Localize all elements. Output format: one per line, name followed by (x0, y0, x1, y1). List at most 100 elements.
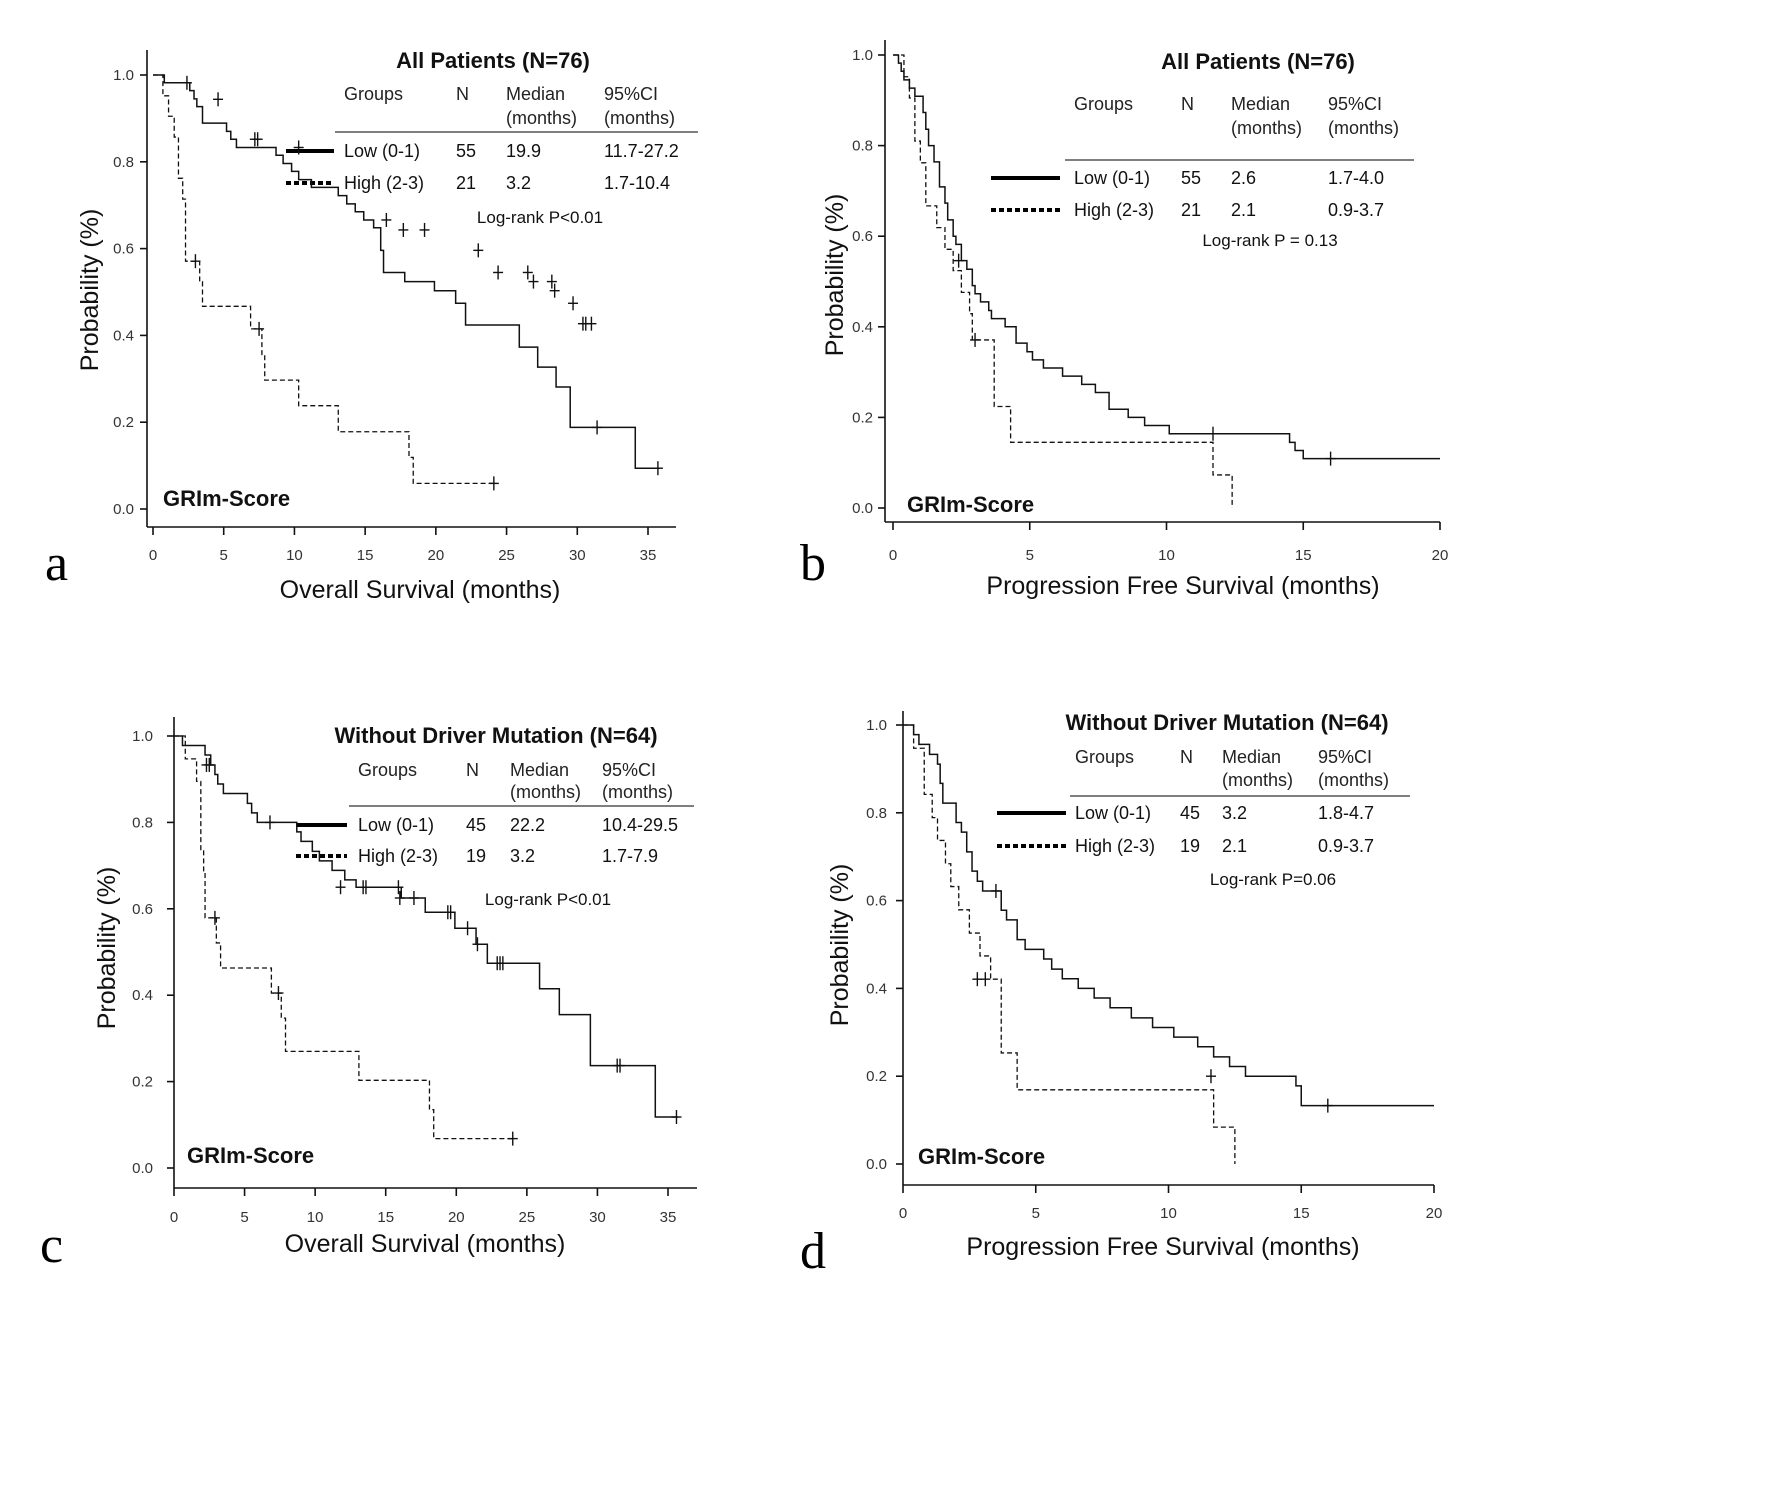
table-header-groups: Groups (1074, 94, 1133, 114)
x-tick-label: 5 (1026, 547, 1034, 564)
table-cell-group: Low (0-1) (344, 141, 420, 161)
y-tick-label: 0.4 (866, 980, 887, 997)
table-cell-n: 45 (466, 815, 486, 835)
table-header-median-unit: (months) (506, 108, 577, 128)
y-tick-label: 0.8 (852, 138, 873, 155)
table-header-groups: Groups (344, 84, 403, 104)
x-tick-label: 35 (640, 547, 657, 564)
x-tick-label: 20 (428, 547, 445, 564)
y-tick-label: 1.0 (132, 728, 153, 745)
table-header-median-unit: (months) (1222, 770, 1293, 790)
y-tick-label: 0.0 (132, 1160, 153, 1177)
table-cell-ci: 0.9-3.7 (1318, 836, 1374, 856)
y-tick-label: 0.6 (852, 228, 873, 245)
x-tick-label: 5 (1032, 1205, 1040, 1222)
x-tick-label: 30 (589, 1209, 606, 1226)
y-tick-label: 0.6 (866, 893, 887, 910)
y-tick-label: 0.8 (866, 805, 887, 822)
y-tick-label: 1.0 (852, 47, 873, 64)
table-header-ci: 95%CI (1318, 747, 1372, 767)
y-tick-label: 0.0 (852, 500, 873, 517)
logrank-pvalue: Log-rank P = 0.13 (1202, 231, 1337, 250)
panel-letter: a (45, 535, 68, 592)
score-annotation: GRIm-Score (918, 1144, 1045, 1169)
km-curve-high (903, 724, 1236, 1164)
logrank-pvalue: Log-rank P<0.01 (485, 890, 611, 909)
table-cell-median: 2.6 (1231, 168, 1256, 188)
y-tick-label: 0.2 (852, 409, 873, 426)
x-tick-label: 5 (220, 547, 228, 564)
x-axis-label: Overall Survival (months) (285, 1230, 566, 1258)
table-cell-median: 3.2 (1222, 803, 1247, 823)
x-tick-label: 15 (1293, 1205, 1310, 1222)
score-annotation: GRIm-Score (163, 486, 290, 511)
x-tick-label: 25 (498, 547, 515, 564)
table-header-median-unit: (months) (510, 782, 581, 802)
table-cell-ci: 0.9-3.7 (1328, 200, 1384, 220)
y-tick-label: 0.6 (113, 241, 134, 258)
table-cell-median: 3.2 (506, 173, 531, 193)
table-cell-n: 55 (456, 141, 476, 161)
table-cell-ci: 1.7-10.4 (604, 173, 670, 193)
y-tick-label: 1.0 (113, 67, 134, 84)
table-header-n: N (1180, 747, 1193, 767)
x-tick-label: 30 (569, 547, 586, 564)
km-curve-high (153, 74, 497, 485)
km-curve-high (174, 735, 515, 1140)
table-cell-group: Low (0-1) (1074, 168, 1150, 188)
panel-letter: b (800, 535, 826, 592)
x-tick-label: 0 (170, 1209, 178, 1226)
table-cell-group: Low (0-1) (358, 815, 434, 835)
table-cell-group: High (2-3) (1075, 836, 1155, 856)
x-tick-label: 15 (377, 1209, 394, 1226)
y-tick-label: 0.0 (866, 1156, 887, 1173)
y-axis-label: Probability (%) (76, 209, 104, 372)
table-header-groups: Groups (1075, 747, 1134, 767)
km-panel-c: 0.0 0.2 0.4 0.6 0.8 1.0 0 5 10 15 20 25 30 35 Overall … (40, 717, 697, 1274)
km-panel-a: 0.0 0.2 0.4 0.6 0.8 1.0 0 5 10 15 20 25 30 35 Overall … (45, 48, 698, 604)
table-header-n: N (456, 84, 469, 104)
table-cell-median: 3.2 (510, 846, 535, 866)
table-header-ci: 95%CI (604, 84, 658, 104)
x-tick-label: 25 (519, 1209, 536, 1226)
y-tick-label: 1.0 (866, 717, 887, 734)
table-cell-n: 21 (1181, 200, 1201, 220)
km-curve-low (903, 724, 1434, 1107)
x-tick-label: 5 (240, 1209, 248, 1226)
y-tick-label: 0.6 (132, 901, 153, 918)
table-cell-ci: 10.4-29.5 (602, 815, 678, 835)
table-cell-n: 45 (1180, 803, 1200, 823)
x-tick-label: 0 (149, 547, 157, 564)
table-cell-n: 21 (456, 173, 476, 193)
y-tick-label: 0.2 (866, 1068, 887, 1085)
x-axis-label: Progression Free Survival (months) (986, 572, 1379, 600)
y-tick-label: 0.8 (113, 154, 134, 171)
x-axis-label: Progression Free Survival (months) (966, 1233, 1359, 1261)
table-header-median: Median (1231, 94, 1290, 114)
legend-title: All Patients (N=76) (396, 48, 590, 73)
table-header-median: Median (506, 84, 565, 104)
legend-title: All Patients (N=76) (1161, 49, 1355, 74)
table-header-ci-unit: (months) (602, 782, 673, 802)
table-header-median: Median (510, 760, 569, 780)
table-header-n: N (1181, 94, 1194, 114)
table-cell-median: 2.1 (1231, 200, 1256, 220)
x-tick-label: 15 (1295, 547, 1312, 564)
y-tick-label: 0.8 (132, 814, 153, 831)
panel-letter: d (800, 1223, 826, 1280)
y-tick-label: 0.4 (113, 327, 134, 344)
x-tick-label: 0 (889, 547, 897, 564)
x-tick-label: 35 (660, 1209, 677, 1226)
table-header-n: N (466, 760, 479, 780)
table-cell-median: 22.2 (510, 815, 545, 835)
table-cell-group: High (2-3) (344, 173, 424, 193)
y-tick-label: 0.4 (132, 987, 153, 1004)
x-tick-label: 10 (1160, 1205, 1177, 1222)
table-cell-group: High (2-3) (358, 846, 438, 866)
legend-title: Without Driver Mutation (N=64) (1065, 710, 1388, 735)
y-axis-label: Probability (%) (821, 194, 849, 357)
table-header-ci: 95%CI (1328, 94, 1382, 114)
km-curve-low (174, 735, 678, 1118)
table-cell-ci: 1.7-4.0 (1328, 168, 1384, 188)
